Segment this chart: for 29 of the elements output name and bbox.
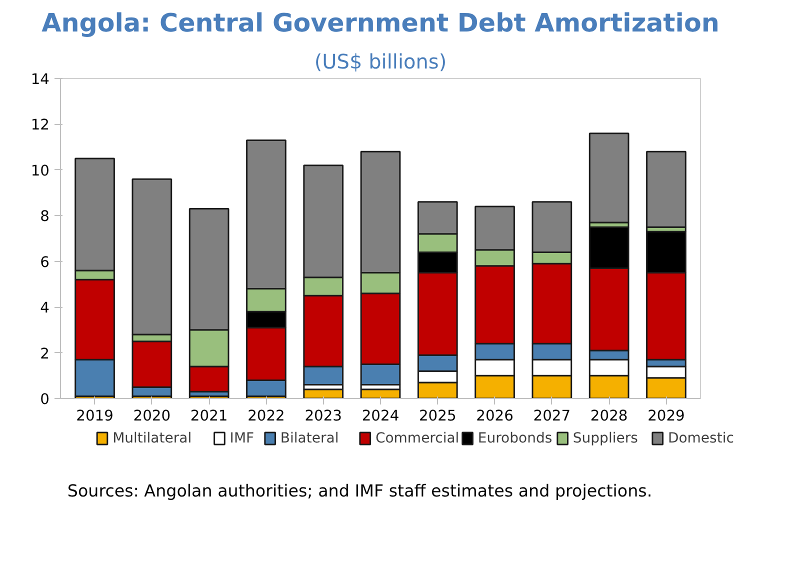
y-tick-label: 14 — [30, 71, 50, 88]
x-tick-label: 2026 — [476, 408, 514, 424]
y-tick-label: 2 — [40, 345, 50, 362]
chart-subtitle: (US$ billions) — [314, 50, 447, 74]
y-tick-label: 4 — [40, 300, 50, 317]
x-tick-label: 2027 — [533, 408, 571, 424]
legend-label: Domestic — [668, 430, 734, 446]
x-tick-label: 2020 — [133, 408, 171, 424]
legend-label: Suppliers — [572, 430, 638, 446]
x-tick-label: 2024 — [362, 408, 400, 424]
x-tick-label: 2023 — [304, 408, 342, 424]
source-note: Sources: Angolan authorities; and IMF staff estimates and projections. — [67, 482, 652, 500]
x-tick-label: 2019 — [76, 408, 114, 424]
x-tick-label: 2022 — [248, 408, 285, 424]
x-tick-label: 2028 — [590, 408, 628, 424]
y-tick-label: 0 — [40, 391, 50, 408]
legend-label: IMF — [230, 430, 254, 446]
y-tick-label: 10 — [30, 162, 50, 180]
y-tick-label: 12 — [30, 116, 50, 134]
y-tick-label: 6 — [40, 254, 50, 271]
y-tick-label: 8 — [40, 208, 50, 226]
legend-label: Eurobonds — [478, 430, 552, 446]
chart-title: Angola: Central Government Debt Amortization — [42, 8, 720, 38]
x-tick-label: 2029 — [648, 408, 685, 424]
x-tick-label: 2025 — [418, 408, 456, 424]
x-tick-label: 2021 — [190, 408, 228, 424]
legend-label: Multilateral — [112, 430, 192, 446]
legend-label: Bilateral — [280, 430, 339, 446]
legend-label: Commercial — [375, 430, 460, 446]
